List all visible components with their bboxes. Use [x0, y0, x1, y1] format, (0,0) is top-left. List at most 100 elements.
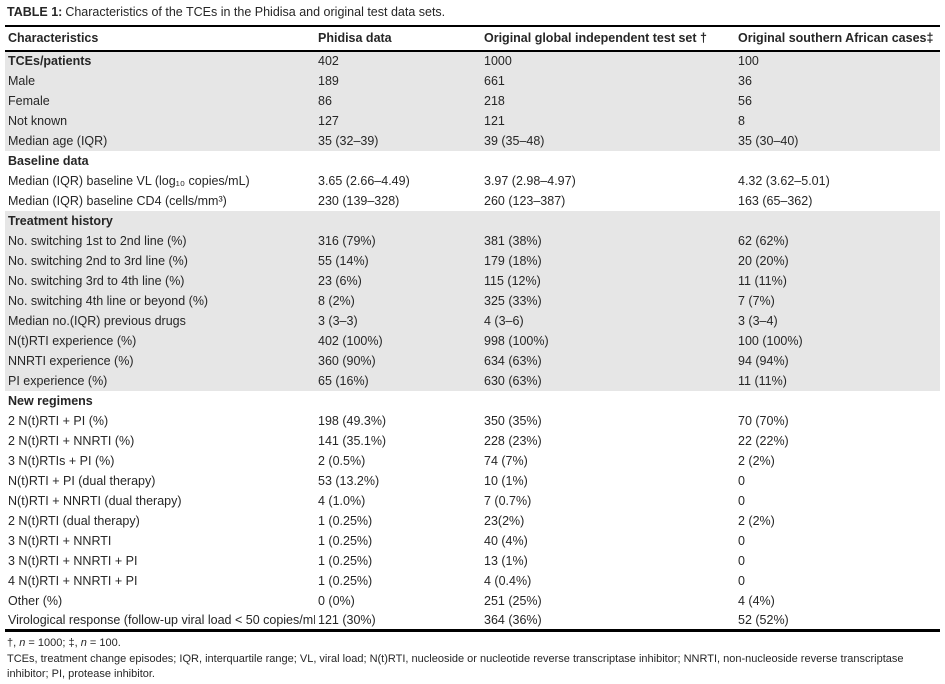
- cell-value: 1000: [484, 54, 512, 69]
- table-header-row: Characteristics Phidisa data Original gl…: [5, 26, 940, 52]
- table-body: TCEs/patients 402 1000 100 Male 189 661 36 Femal…: [5, 50, 940, 633]
- row-label: Male: [8, 73, 36, 88]
- table-title: TABLE 1: Characteristics of the TCEs in t…: [5, 3, 940, 27]
- table-row: Median (IQR) baseline CD4 (cells/mm³) 230…: [5, 191, 940, 211]
- cell-value: 4 (0.4%): [484, 573, 532, 588]
- cell-value: 11 (11%): [738, 373, 787, 388]
- cell-value: 3 (3–3): [318, 313, 358, 328]
- table-row: No. switching 3rd to 4th line (%) 23 (6%)…: [5, 270, 940, 291]
- cell-value: 20 (20%): [738, 253, 789, 268]
- cell-value: 65 (16%): [318, 373, 369, 388]
- cell-value: 7 (0.7%): [484, 493, 532, 508]
- table-title-label: TABLE 1:: [7, 5, 63, 19]
- section-header-row-treatment-history: Treatment history: [5, 210, 940, 231]
- cell-value: 36: [738, 73, 752, 88]
- cell-value: 661: [484, 73, 505, 88]
- row-label: Other (%): [8, 593, 63, 608]
- column-header-characteristics: Characteristics: [5, 26, 315, 52]
- cell-value: 127: [318, 113, 339, 128]
- cell-value: 53 (13.2%): [318, 473, 380, 488]
- table-row: 2 N(t)RTI + PI (%) 198 (49.3%) 350 (35%) 70…: [5, 411, 940, 431]
- row-label: No. switching 3rd to 4th line (%): [8, 273, 185, 288]
- table-row: PI experience (%) 65 (16%) 630 (63%) 11 (11…: [5, 370, 940, 391]
- cell-value: 189: [318, 73, 339, 88]
- row-label: TCEs/patients: [8, 54, 92, 69]
- cell-value: 360 (90%): [318, 353, 376, 368]
- section-header-label: Treatment history: [8, 213, 113, 228]
- row-label: 2 N(t)RTI + NNRTI (%): [8, 433, 135, 448]
- row-label: Median (IQR) baseline CD4 (cells/mm³): [8, 193, 227, 208]
- cell-value: 23(2%): [484, 513, 525, 528]
- row-label: No. switching 2nd to 3rd line (%): [8, 253, 188, 268]
- table-row: No. switching 2nd to 3rd line (%) 55 (14%…: [5, 250, 940, 271]
- row-label: N(t)RTI + PI (dual therapy): [8, 473, 156, 488]
- table-row: N(t)RTI + PI (dual therapy) 53 (13.2%) 10 …: [5, 471, 940, 491]
- cell-value: 402 (100%): [318, 333, 383, 348]
- row-label: Median no.(IQR) previous drugs: [8, 313, 186, 328]
- table-row: No. switching 4th line or beyond (%) 8 (2…: [5, 290, 940, 311]
- section-header-label: Baseline data: [8, 153, 89, 168]
- cell-value: 74 (7%): [484, 453, 528, 468]
- cell-value: 3.65 (2.66–4.49): [318, 173, 410, 188]
- cell-value: 998 (100%): [484, 333, 549, 348]
- row-label: Not known: [8, 113, 68, 128]
- cell-value: 35 (32–39): [318, 133, 379, 148]
- cell-value: 325 (33%): [484, 293, 542, 308]
- cell-value: 56: [738, 93, 752, 108]
- table-row: Median age (IQR) 35 (32–39) 39 (35–48) 35 (…: [5, 130, 940, 151]
- cell-value: 115 (12%): [484, 273, 541, 288]
- table-row: N(t)RTI + NNRTI (dual therapy) 4 (1.0%) 7 …: [5, 491, 940, 511]
- cell-value: 402: [318, 54, 339, 69]
- table-row: 4 N(t)RTI + NNRTI + PI 1 (0.25%) 4 (0.4%) 0: [5, 571, 940, 591]
- row-label: N(t)RTI experience (%): [8, 333, 137, 348]
- cell-value: 4 (3–6): [484, 313, 524, 328]
- cell-value: 3 (3–4): [738, 313, 778, 328]
- column-header-original-global-test-set: Original global independent test set †: [481, 26, 735, 52]
- table-row: N(t)RTI experience (%) 402 (100%) 998 (100…: [5, 330, 940, 351]
- row-label: Female: [8, 93, 50, 108]
- cell-value: 630 (63%): [484, 373, 542, 388]
- cell-value: 10 (1%): [484, 473, 528, 488]
- row-label: PI experience (%): [8, 373, 108, 388]
- column-header-southern-african-cases: Original southern African cases‡: [735, 26, 940, 52]
- cell-value: 100 (100%): [738, 333, 803, 348]
- cell-value: 0: [738, 573, 745, 588]
- cell-value: 4 (4%): [738, 593, 775, 608]
- cell-value: 22 (22%): [738, 433, 789, 448]
- row-label: N(t)RTI + NNRTI (dual therapy): [8, 493, 182, 508]
- table-row: No. switching 1st to 2nd line (%) 316 (79…: [5, 230, 940, 251]
- cell-value: 0 (0%): [318, 593, 355, 608]
- row-label: No. switching 1st to 2nd line (%): [8, 233, 187, 248]
- row-label: 3 N(t)RTI + NNRTI + PI: [8, 553, 138, 568]
- cell-value: 39 (35–48): [484, 133, 545, 148]
- cell-value: 8: [738, 113, 745, 128]
- characteristics-table: Characteristics Phidisa data Original gl…: [5, 26, 940, 633]
- cell-value: 1 (0.25%): [318, 513, 373, 528]
- cell-value: 0: [738, 493, 745, 508]
- table-row: 2 N(t)RTI (dual therapy) 1 (0.25%) 23(2%) 2…: [5, 511, 940, 531]
- cell-value: 1 (0.25%): [318, 573, 373, 588]
- section-header-row-new-regimens: New regimens: [5, 391, 940, 411]
- cell-value: 1 (0.25%): [318, 553, 373, 568]
- table-row: 3 N(t)RTIs + PI (%) 2 (0.5%) 74 (7%) 2 (2%): [5, 451, 940, 471]
- cell-value: 40 (4%): [484, 533, 528, 548]
- cell-value: 0: [738, 533, 745, 548]
- table-row: Male 189 661 36: [5, 70, 940, 91]
- row-label: 3 N(t)RTI + NNRTI: [8, 533, 112, 548]
- row-label: Median (IQR) baseline VL (log₁₀ copies/m…: [8, 173, 250, 188]
- column-header-phidisa-data: Phidisa data: [315, 26, 481, 52]
- cell-value: 52 (52%): [735, 610, 940, 633]
- cell-value: 86: [318, 93, 332, 108]
- cell-value: 230 (139–328): [318, 193, 400, 208]
- cell-value: 4.32 (3.62–5.01): [738, 173, 830, 188]
- table-row: Virological response (follow-up viral lo…: [5, 610, 940, 633]
- cell-value: 7 (7%): [738, 293, 775, 308]
- cell-value: 218: [484, 93, 505, 108]
- cell-value: 55 (14%): [318, 253, 369, 268]
- footnote-symbols: †, n = 1000; ‡, n = 100.: [7, 637, 121, 650]
- table-row: TCEs/patients 402 1000 100: [5, 50, 940, 71]
- cell-value: 94 (94%): [738, 353, 789, 368]
- cell-value: 350 (35%): [484, 413, 542, 428]
- cell-value: 4 (1.0%): [318, 493, 366, 508]
